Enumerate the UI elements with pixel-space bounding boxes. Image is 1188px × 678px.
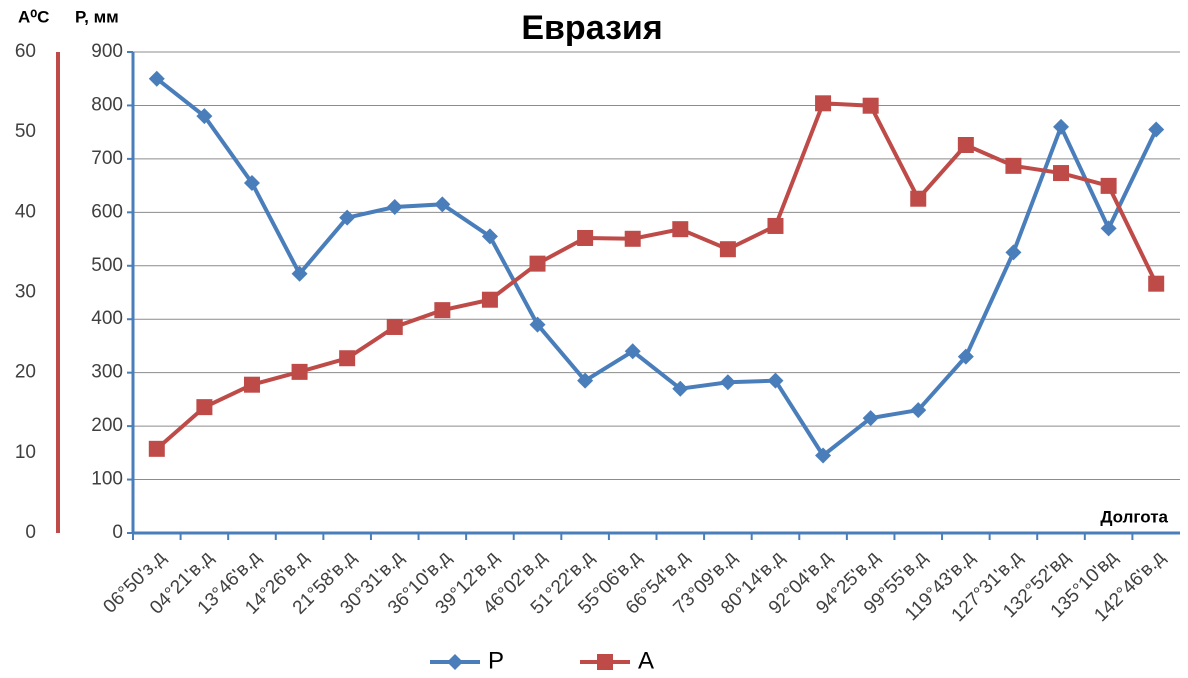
point [1053, 165, 1070, 182]
point [1100, 220, 1117, 237]
point [672, 221, 689, 238]
point [196, 108, 213, 125]
point [1148, 275, 1165, 292]
point [529, 255, 546, 272]
point [910, 190, 927, 207]
point [815, 95, 832, 112]
x-axis-label: Долгота [1100, 507, 1168, 526]
point [624, 230, 641, 247]
point [577, 229, 594, 246]
point [291, 363, 308, 380]
point [957, 136, 974, 153]
y-tick-label: 500 [91, 255, 123, 276]
point [1148, 121, 1165, 138]
point [339, 350, 356, 367]
point [767, 217, 784, 234]
point [529, 316, 546, 333]
point [1005, 157, 1022, 174]
point [910, 402, 927, 419]
y2-tick-label: 50 [15, 121, 36, 142]
point [767, 372, 784, 389]
point [719, 241, 736, 258]
point [291, 265, 308, 282]
y-tick-label: 900 [91, 41, 123, 62]
chart-title: Евразия [521, 9, 662, 47]
point [243, 376, 260, 393]
y2-tick-label: 40 [15, 201, 36, 222]
legend-label: A [638, 647, 654, 674]
y-tick-label: 600 [91, 201, 123, 222]
legend-marker [447, 654, 463, 670]
y-tick-label: 200 [91, 415, 123, 436]
point [339, 209, 356, 226]
point [434, 196, 451, 213]
point [434, 302, 451, 319]
y2-axis-label: A⁰C [18, 7, 49, 26]
point [862, 410, 879, 427]
y-tick-label: 300 [91, 362, 123, 383]
y2-tick-label: 20 [15, 362, 36, 383]
y2-tick-label: 60 [15, 41, 36, 62]
legend-marker [597, 654, 613, 670]
y-tick-label: 700 [91, 148, 123, 169]
point [481, 291, 498, 308]
point [672, 380, 689, 397]
point [243, 174, 260, 191]
point [624, 343, 641, 360]
point [862, 97, 879, 114]
point [148, 440, 165, 457]
point [386, 198, 403, 215]
point [196, 399, 213, 416]
y-axis-label: P, мм [75, 7, 119, 26]
y-tick-label: 0 [112, 522, 123, 543]
point [577, 372, 594, 389]
y-tick-label: 400 [91, 308, 123, 329]
point [386, 318, 403, 335]
point [1005, 244, 1022, 261]
y2-tick-label: 0 [25, 522, 36, 543]
y-tick-label: 100 [91, 469, 123, 490]
point [481, 228, 498, 245]
point [1100, 177, 1117, 194]
series-line [155, 101, 1158, 451]
series-line [155, 77, 1159, 459]
point [815, 447, 832, 464]
y2-tick-label: 10 [15, 442, 36, 463]
point [957, 348, 974, 365]
point [1053, 118, 1070, 135]
legend-label: P [488, 647, 504, 674]
y2-tick-label: 30 [15, 282, 36, 303]
point [148, 70, 165, 87]
y-tick-label: 800 [91, 94, 123, 115]
point [719, 374, 736, 391]
